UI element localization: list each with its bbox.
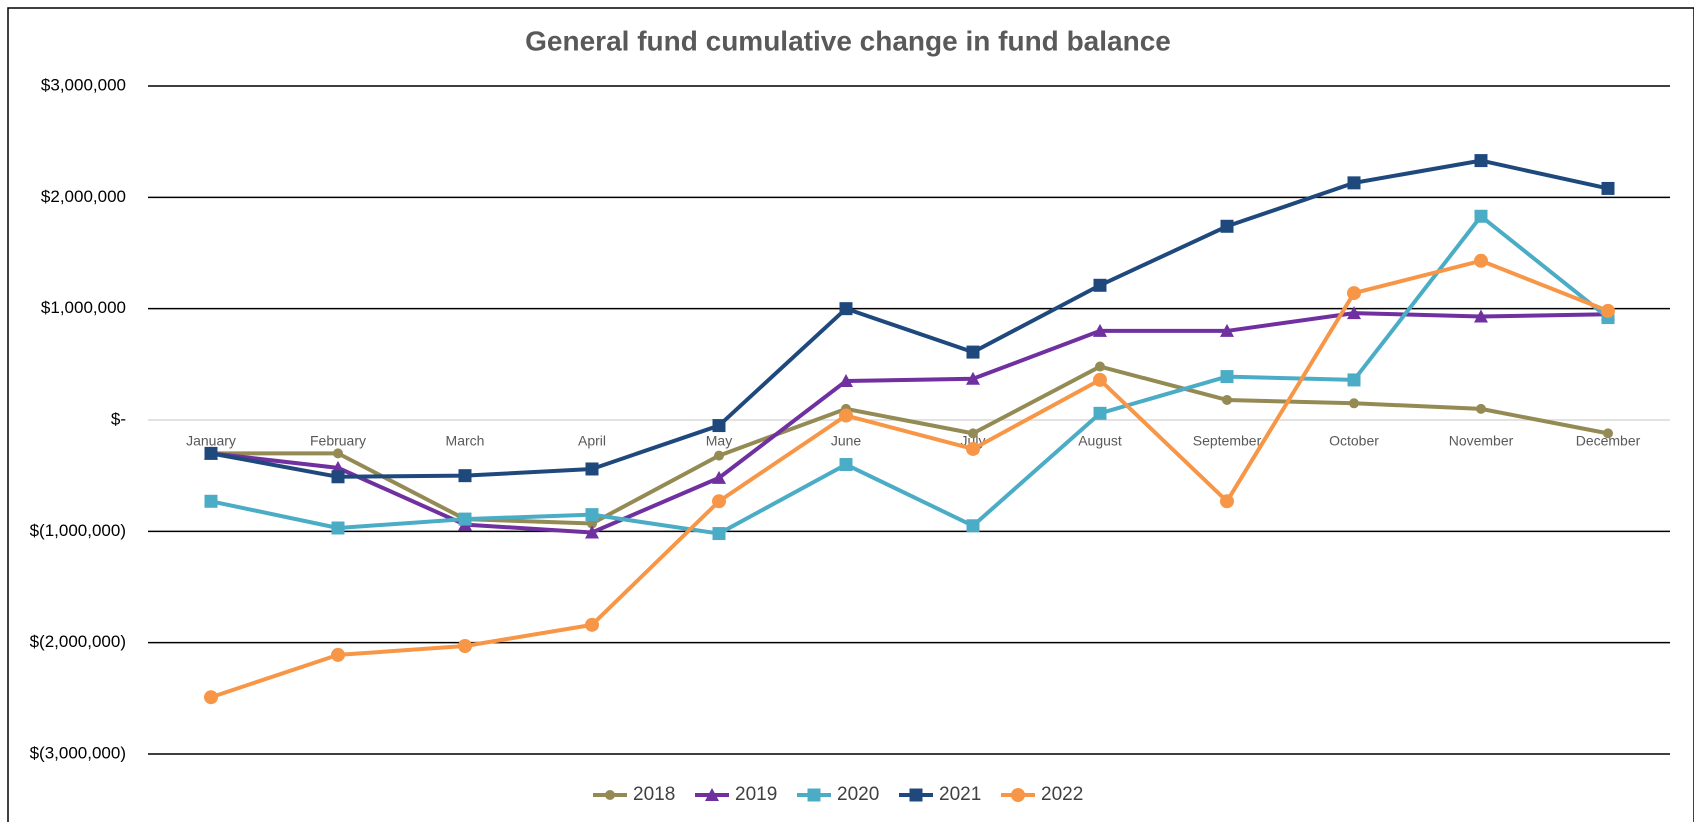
point [714, 450, 724, 461]
point [1347, 373, 1361, 387]
y-tick-label: $(2,000,000) [30, 632, 126, 651]
point [458, 512, 472, 526]
point [807, 788, 821, 802]
point [966, 519, 980, 533]
point [204, 494, 218, 508]
series-line [210, 311, 1609, 535]
point [712, 494, 726, 509]
point [1220, 494, 1234, 509]
y-tick-label: $3,000,000 [41, 75, 126, 94]
legend-label: 2018 [633, 784, 675, 805]
series-line [210, 158, 1609, 479]
point [1474, 154, 1488, 168]
x-tick-label: October [1329, 433, 1379, 449]
series-line [210, 258, 1609, 700]
point [968, 428, 978, 439]
point [605, 790, 615, 800]
point [458, 469, 472, 483]
x-tick-label: August [1078, 433, 1122, 449]
y-tick-label: $1,000,000 [41, 298, 126, 317]
series-line [210, 214, 1610, 536]
point [1603, 428, 1613, 439]
point [839, 458, 853, 472]
point [585, 508, 599, 522]
point [839, 408, 853, 423]
point [1474, 253, 1488, 268]
point [204, 446, 218, 460]
point [204, 690, 218, 705]
point [1474, 209, 1488, 223]
series-line [211, 364, 1609, 526]
point [585, 617, 599, 632]
point [1347, 286, 1361, 301]
point [966, 345, 980, 359]
x-tick-label: December [1576, 433, 1641, 449]
point [1601, 181, 1615, 195]
point [712, 470, 726, 484]
x-tick-label: November [1449, 433, 1514, 449]
point [1093, 406, 1107, 420]
point [712, 419, 726, 433]
point [1095, 361, 1105, 372]
y-tick-label: $(3,000,000) [30, 743, 126, 762]
point [331, 521, 345, 535]
point [839, 302, 853, 316]
point [1349, 398, 1359, 409]
point [1220, 370, 1234, 384]
point [712, 527, 726, 541]
x-tick-label: May [706, 433, 732, 449]
point [333, 448, 343, 459]
point [705, 788, 719, 801]
point [1220, 219, 1234, 233]
point [1093, 323, 1107, 337]
point [331, 647, 345, 662]
x-tick-label: April [578, 433, 606, 449]
y-tick-label: $2,000,000 [41, 187, 126, 206]
point [1476, 403, 1486, 414]
x-tick-label: February [310, 433, 366, 449]
point [1347, 176, 1361, 190]
point [1222, 394, 1232, 405]
point [1011, 788, 1025, 802]
x-tick-label: March [446, 433, 485, 449]
point [458, 639, 472, 654]
point [1474, 309, 1488, 323]
point [331, 470, 345, 484]
chart-title: General fund cumulative change in fund b… [525, 25, 1171, 56]
point [966, 371, 980, 385]
x-tick-label: January [186, 433, 236, 449]
point [1220, 323, 1234, 337]
point [585, 462, 599, 476]
point [1347, 306, 1361, 320]
x-tick-label: September [1193, 433, 1262, 449]
point [1093, 372, 1107, 387]
point [1093, 278, 1107, 292]
legend-label: 2022 [1041, 784, 1083, 805]
y-tick-label: $- [111, 409, 126, 428]
point [909, 788, 923, 802]
legend-label: 2020 [837, 784, 879, 805]
x-tick-label: June [831, 433, 862, 449]
legend-label: 2019 [735, 784, 777, 805]
legend-label: 2021 [939, 784, 981, 805]
point [966, 441, 980, 456]
point [585, 525, 599, 539]
point [1601, 303, 1615, 318]
point [839, 374, 853, 388]
y-tick-label: $(1,000,000) [30, 521, 126, 540]
